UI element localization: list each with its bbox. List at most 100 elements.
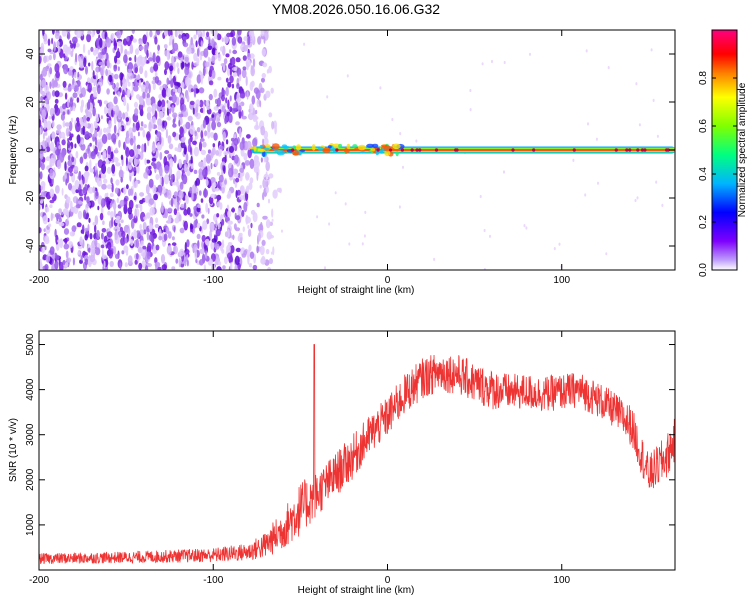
- noise-speckle: [246, 90, 249, 100]
- noise-speckle: [44, 97, 49, 105]
- noise-speckle: [489, 234, 491, 238]
- noise-speckle: [141, 249, 146, 259]
- noise-speckle: [177, 51, 183, 58]
- noise-speckle: [107, 101, 114, 110]
- noise-speckle: [94, 224, 97, 234]
- noise-speckle: [174, 200, 177, 208]
- noise-speckle: [217, 223, 222, 228]
- noise-speckle: [228, 167, 234, 178]
- noise-speckle: [54, 212, 61, 219]
- noise-speckle: [126, 36, 130, 42]
- signal-peak-dot: [640, 148, 645, 152]
- noise-speckle: [204, 130, 208, 137]
- noise-speckle: [239, 141, 245, 151]
- signal-blob: [359, 151, 366, 154]
- noise-speckle: [156, 30, 161, 36]
- colorbar-tick-label: 0.2: [698, 215, 709, 229]
- noise-speckle: [252, 137, 258, 148]
- noise-speckle: [106, 192, 109, 197]
- noise-speckle: [223, 35, 229, 44]
- noise-speckle: [113, 226, 119, 232]
- noise-speckle: [98, 130, 101, 138]
- noise-speckle: [49, 199, 55, 204]
- noise-speckle: [225, 86, 229, 97]
- noise-speckle: [124, 124, 127, 130]
- noise-speckle: [244, 160, 251, 166]
- noise-speckle: [194, 250, 198, 260]
- noise-speckle: [235, 215, 241, 221]
- noise-speckle: [51, 120, 55, 128]
- noise-speckle: [164, 164, 170, 174]
- noise-speckle: [44, 264, 49, 270]
- noise-speckle: [127, 207, 133, 215]
- noise-speckle: [76, 97, 80, 103]
- noise-speckle: [272, 189, 278, 199]
- noise-speckle: [111, 109, 114, 117]
- noise-speckle: [227, 220, 233, 225]
- noise-speckle: [55, 220, 60, 224]
- noise-speckle: [200, 40, 203, 48]
- noise-speckle: [227, 210, 232, 218]
- noise-speckle: [120, 154, 124, 161]
- noise-speckle: [250, 209, 256, 215]
- noise-speckle: [51, 131, 56, 140]
- noise-speckle: [271, 218, 274, 222]
- noise-speckle: [123, 245, 129, 253]
- noise-speckle: [41, 246, 45, 254]
- noise-speckle: [172, 118, 175, 125]
- noise-speckle: [135, 121, 140, 131]
- noise-speckle: [100, 173, 107, 179]
- noise-speckle: [159, 135, 162, 145]
- noise-speckle: [198, 87, 205, 94]
- noise-speckle: [219, 202, 223, 210]
- signal-peak-dot: [643, 148, 647, 152]
- noise-speckle: [139, 192, 145, 197]
- noise-speckle: [184, 76, 190, 87]
- noise-speckle: [84, 234, 88, 241]
- noise-speckle: [154, 71, 158, 78]
- noise-speckle: [276, 187, 282, 193]
- noise-speckle: [64, 161, 67, 172]
- noise-speckle: [229, 95, 232, 102]
- noise-speckle: [125, 146, 130, 158]
- noise-speckle: [134, 67, 138, 74]
- noise-speckle: [84, 131, 90, 140]
- noise-speckle: [143, 229, 147, 235]
- noise-speckle: [204, 238, 210, 246]
- snr-panel: -200 -100 0 100 1000 2000 3000 4000 5000 Height…: [8, 330, 676, 596]
- noise-speckle: [47, 38, 51, 46]
- noise-speckle: [54, 107, 61, 116]
- noise-speckle: [40, 200, 44, 204]
- noise-speckle: [167, 231, 172, 239]
- noise-speckle: [152, 184, 157, 194]
- noise-speckle: [584, 193, 587, 197]
- noise-speckle: [239, 168, 245, 173]
- snr-x-ticks: -200 -100 0 100: [29, 331, 571, 586]
- noise-speckle: [39, 171, 43, 180]
- noise-speckle: [43, 120, 47, 130]
- noise-speckle: [113, 157, 119, 163]
- noise-speckle: [245, 59, 252, 67]
- noise-speckle: [217, 53, 222, 62]
- noise-speckle: [197, 240, 200, 249]
- noise-speckle: [211, 114, 215, 118]
- noise-speckle: [171, 236, 175, 241]
- noise-speckle: [202, 141, 207, 148]
- noise-speckle: [89, 159, 92, 170]
- noise-speckle: [191, 191, 194, 201]
- noise-speckle: [249, 177, 254, 184]
- noise-speckle: [122, 76, 126, 86]
- noise-speckle: [86, 196, 90, 204]
- noise-speckle: [170, 77, 174, 88]
- noise-speckle: [54, 63, 60, 73]
- noise-speckle: [112, 91, 116, 95]
- noise-speckle: [222, 131, 226, 142]
- noise-speckle: [206, 218, 210, 225]
- noise-speckle: [176, 180, 180, 188]
- noise-speckle: [40, 95, 44, 102]
- noise-speckle: [255, 89, 261, 100]
- noise-speckle: [146, 250, 151, 260]
- noise-speckle: [64, 237, 68, 244]
- noise-speckle: [215, 44, 218, 50]
- colorbar-tick-label: 0.4: [698, 167, 709, 181]
